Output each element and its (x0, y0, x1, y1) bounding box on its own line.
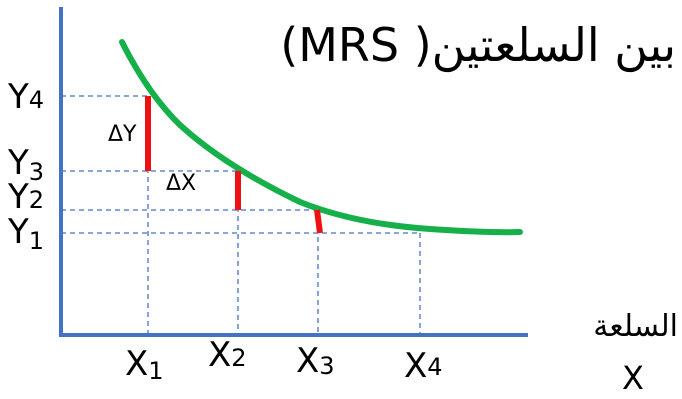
x2-label: X2 (208, 335, 247, 375)
diagram-title: بين السلعتين( MRS) (280, 18, 676, 72)
x4-label: X4 (404, 346, 443, 386)
y2-label: Y2 (7, 177, 44, 217)
delta-bars (145, 96, 323, 234)
delta-bar-3 (314, 209, 323, 234)
horizontal-guides (61, 95, 420, 234)
delta-x-label: ΔX (166, 171, 196, 196)
y1-label: Y1 (7, 212, 44, 255)
y4-label: Y4 (7, 77, 44, 117)
x-axis-label-ar: السلعة (593, 309, 678, 344)
y3-label: Y3 (7, 143, 44, 186)
indifference-curve (119, 39, 523, 236)
x-axis-label-letter: X (622, 359, 644, 397)
x1-label: X1 (125, 344, 164, 385)
delta-y-label: ΔY (108, 122, 137, 147)
x3-label: X3 (296, 341, 335, 381)
